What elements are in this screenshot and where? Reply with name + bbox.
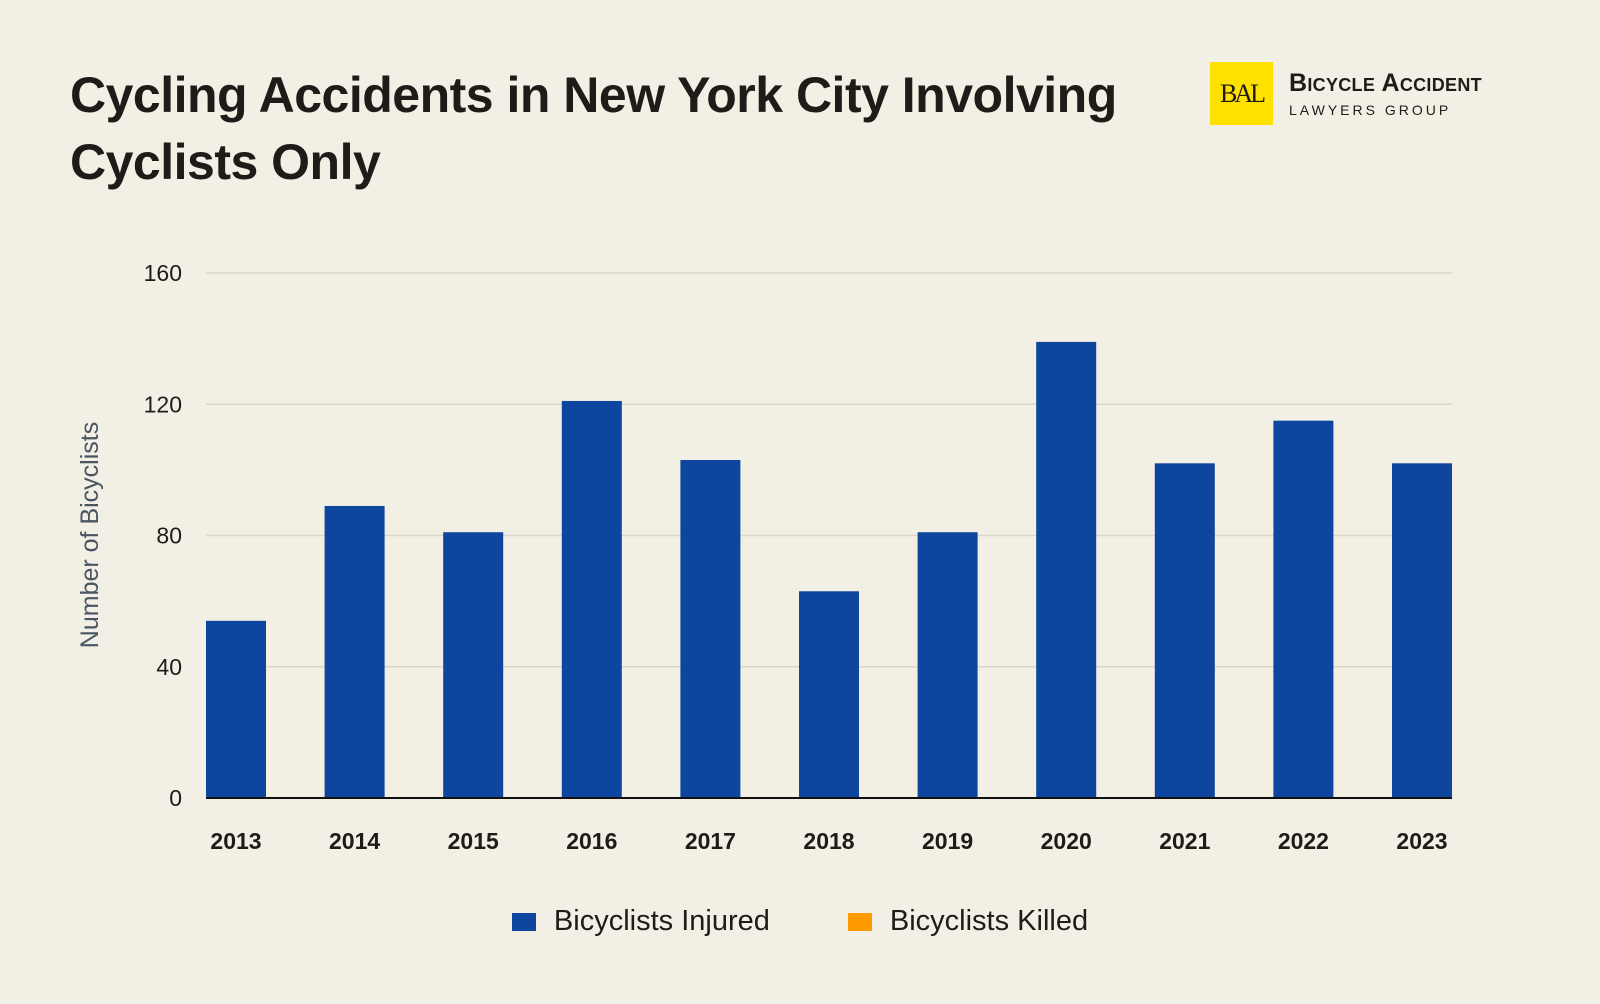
logo-mark-icon: BAL <box>1210 62 1273 125</box>
x-tick-label: 2016 <box>566 828 617 854</box>
x-tick-label: 2019 <box>922 828 973 854</box>
legend-label: Bicyclists Killed <box>889 905 1089 937</box>
x-tick-label: 2015 <box>448 828 499 854</box>
legend-item: Bicyclists Killed <box>847 905 1089 938</box>
x-tick-label: 2013 <box>210 828 261 854</box>
brand-subtitle: Lawyers Group <box>1289 102 1452 118</box>
y-tick-label: 40 <box>156 654 182 680</box>
y-tick-label: 120 <box>144 391 182 417</box>
y-tick-label: 0 <box>169 785 182 811</box>
y-tick-label: 160 <box>144 260 182 286</box>
bar-bicyclists-injured-2013 <box>206 620 266 798</box>
x-tick-label: 2023 <box>1396 828 1447 854</box>
y-tick-label: 80 <box>156 523 182 549</box>
brand-logo: BAL Bicycle Accident Lawyers Group <box>1210 62 1482 125</box>
y-axis-label: Number of Bicyclists <box>76 422 104 648</box>
bar-bicyclists-injured-2022 <box>1273 420 1334 798</box>
bar-bicyclists-injured-2017 <box>680 460 741 798</box>
bar-bicyclists-injured-2020 <box>1036 341 1097 798</box>
legend: Bicyclists Injured Bicyclists Killed <box>0 905 1600 938</box>
bar-bicyclists-injured-2015 <box>443 532 504 798</box>
x-tick-label: 2018 <box>803 828 854 854</box>
bar-bicyclists-injured-2019 <box>917 532 978 798</box>
legend-label: Bicyclists Injured <box>553 905 770 937</box>
x-tick-label: 2020 <box>1041 828 1092 854</box>
bar-bicyclists-injured-2016 <box>561 400 622 798</box>
legend-item: Bicyclists Injured <box>511 905 770 938</box>
bar-bicyclists-injured-2021 <box>1154 463 1215 798</box>
bar-bicyclists-injured-2014 <box>324 505 385 798</box>
chart-title: Cycling Accidents in New York City Invol… <box>70 67 1117 190</box>
x-tick-label: 2017 <box>685 828 736 854</box>
legend-swatch <box>847 912 872 931</box>
legend-swatch <box>511 912 536 931</box>
bar-bicyclists-injured-2023 <box>1392 463 1452 798</box>
x-tick-label: 2021 <box>1159 828 1210 854</box>
x-tick-label: 2022 <box>1278 828 1329 854</box>
x-tick-label: 2014 <box>329 828 380 854</box>
bar-bicyclists-injured-2018 <box>799 591 859 798</box>
brand-name: Bicycle Accident <box>1289 69 1482 97</box>
